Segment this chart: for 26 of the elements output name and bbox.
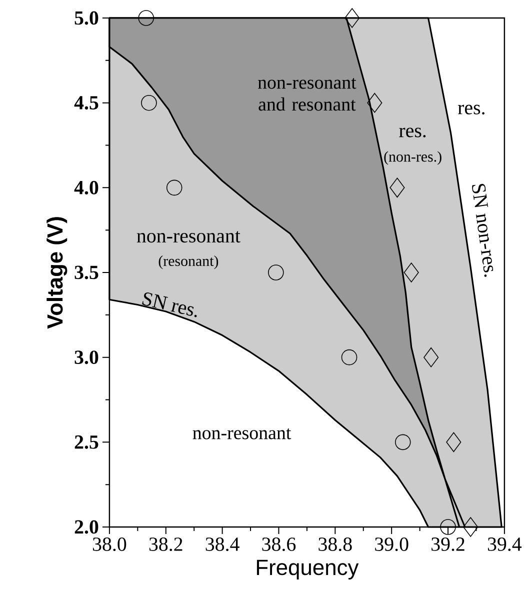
x-tick-label: 38.4 [206,538,240,552]
x-tick-label: 39.4 [488,538,522,551]
annotation: non-resonant [136,231,240,243]
annotation: (resonant) [158,256,218,270]
annotation: SN non-res. [472,184,493,277]
annotation: res. [398,128,426,138]
y-axis-title: Voltage (V) [46,217,67,329]
y-tick-label: 4.5 [74,96,98,110]
x-tick-label: 39.0 [374,538,408,552]
y-tick-label: 5.0 [74,11,98,25]
x-tick-label: 38.2 [149,538,182,552]
y-tick-label: 4.0 [74,180,98,194]
y-tick-label: 3.5 [74,266,98,280]
x-tick-label: 38.0 [92,538,126,552]
annotation: (non-res.) [384,151,442,165]
x-axis-title: Frequency [256,560,358,580]
x-tick-label: 38.8 [318,538,352,552]
y-tick-label: 3.0 [74,350,98,364]
x-tick-label: 38.6 [262,538,296,552]
annotation: non-resonant [192,428,291,440]
y-tick-label: 2.0 [74,520,98,534]
annotation: non-resonant and resonant [258,78,356,111]
y-tick-label: 2.5 [74,435,98,449]
annotation: res. [458,104,484,114]
annotation: SN res. [142,292,197,318]
x-tick-label: 39.2 [431,538,464,551]
